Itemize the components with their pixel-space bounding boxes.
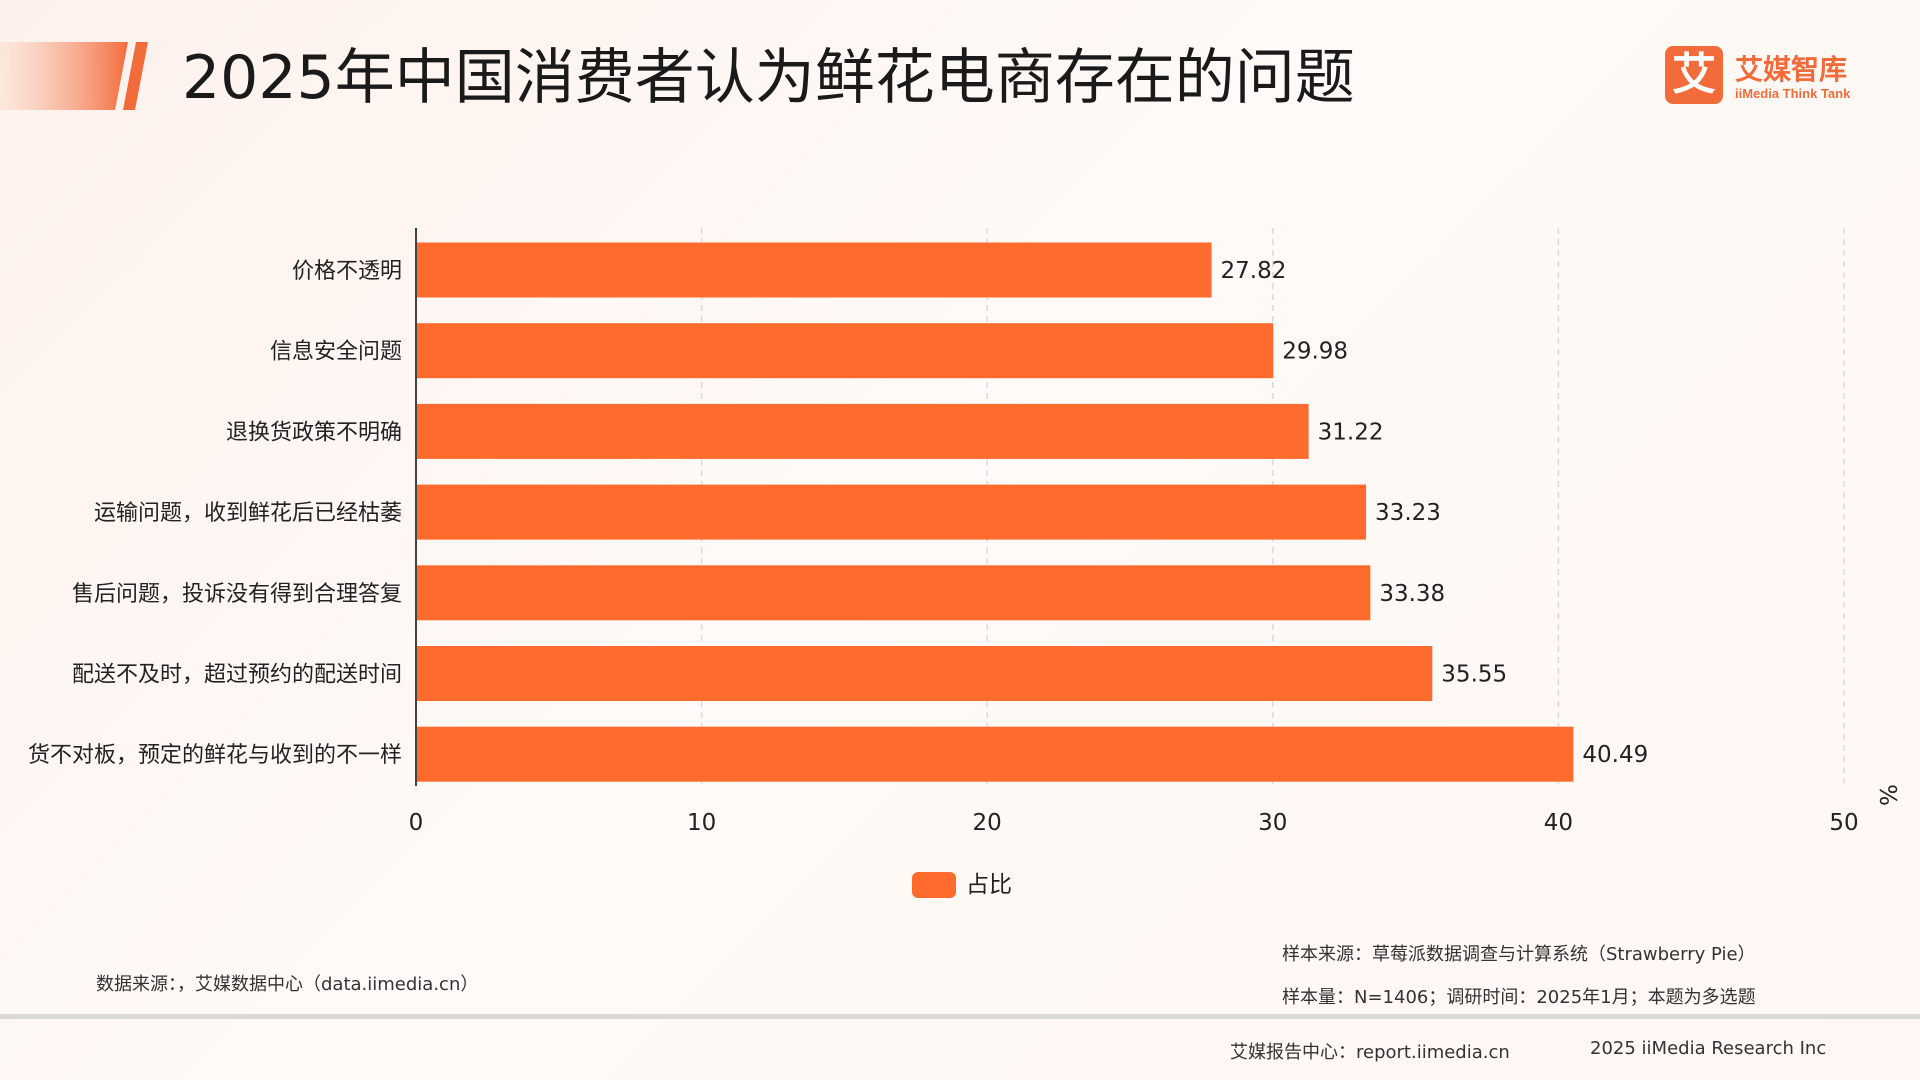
- data-label: 33.38: [1379, 581, 1445, 607]
- x-tick-label: 40: [1544, 810, 1573, 836]
- x-tick-label: 20: [973, 810, 1002, 836]
- logo-subtitle: iiMedia Think Tank: [1735, 86, 1851, 101]
- category-label: 信息安全问题: [270, 340, 402, 365]
- brand-logo: 艾 艾媒智库 iiMedia Think Tank: [1665, 46, 1875, 106]
- footer-divider: [0, 1014, 1920, 1019]
- category-label: 售后问题，投诉没有得到合理答复: [72, 582, 402, 607]
- data-label: 40.49: [1582, 742, 1648, 768]
- legend-swatch: [912, 872, 956, 898]
- category-label: 退换货政策不明确: [226, 420, 402, 445]
- bar: [417, 646, 1433, 701]
- category-label: 价格不透明: [292, 259, 402, 284]
- legend-label: 占比: [966, 872, 1012, 898]
- data-label: 33.23: [1375, 500, 1441, 526]
- bar: [417, 565, 1371, 621]
- bar-chart: 0 10 20 30 40 50 27.82 价格不透明 29.98 信息安全问题 31.22 退换货…: [28, 228, 1900, 836]
- category-label: 配送不及时，超过预约的配送时间: [72, 663, 402, 688]
- data-label: 31.22: [1318, 419, 1384, 445]
- x-tick-label: 50: [1829, 810, 1858, 836]
- report-center-link[interactable]: 艾媒报告中心：report.iimedia.cn: [1230, 1042, 1510, 1063]
- logo-mark-icon: 艾: [1665, 46, 1723, 104]
- bars: [417, 242, 1574, 782]
- category-label: 运输问题，收到鲜花后已经枯萎: [94, 501, 402, 526]
- x-tick-label: 30: [1258, 810, 1287, 836]
- sample-size-note: 样本量：N=1406；调研时间：2025年1月；本题为多选题: [1282, 987, 1756, 1008]
- title-accent-stripes: [0, 42, 148, 110]
- bar: [417, 242, 1212, 298]
- bar: [417, 484, 1367, 540]
- bar: [417, 403, 1309, 459]
- logo-name: 艾媒智库: [1735, 53, 1848, 86]
- data-label: 27.82: [1221, 258, 1287, 284]
- bar: [417, 323, 1274, 379]
- x-tick-label: 10: [687, 810, 716, 836]
- labels: 0 10 20 30 40 50 27.82 价格不透明 29.98 信息安全问题 31.22 退换货…: [28, 258, 1859, 836]
- data-label: 29.98: [1282, 339, 1348, 365]
- data-source-note: 数据来源：，艾媒数据中心（data.iimedia.cn）: [96, 974, 479, 995]
- x-tick-label: 0: [409, 810, 424, 836]
- category-label: 货不对板，预定的鲜花与收到的不一样: [28, 743, 402, 768]
- data-label: 35.55: [1441, 662, 1507, 688]
- bar: [417, 726, 1574, 782]
- sample-source-note: 样本来源：草莓派数据调查与计算系统（Strawberry Pie）: [1282, 944, 1756, 965]
- page-title: 2025年中国消费者认为鲜花电商存在的问题: [182, 43, 1355, 113]
- unit-label: %: [1874, 784, 1900, 806]
- copyright-text: 2025 iiMedia Research Inc: [1590, 1038, 1827, 1059]
